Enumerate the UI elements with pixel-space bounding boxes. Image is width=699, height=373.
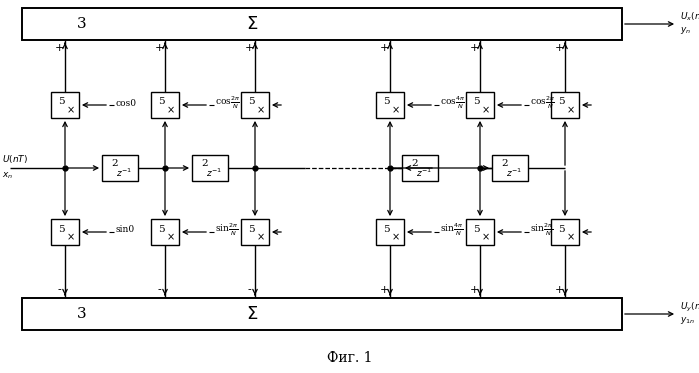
Text: sin$\frac{4\pi}{N}$: sin$\frac{4\pi}{N}$ [440, 222, 463, 238]
Text: $\times$: $\times$ [391, 105, 399, 115]
Text: +: + [380, 285, 389, 295]
Text: $\times$: $\times$ [256, 105, 264, 115]
Text: Фиг. 1: Фиг. 1 [326, 351, 373, 365]
Text: 5: 5 [158, 225, 164, 233]
Bar [241, 219, 269, 245]
Text: +: + [469, 43, 479, 53]
Text: cos0: cos0 [115, 98, 136, 107]
Bar [51, 219, 79, 245]
Text: $\times$: $\times$ [66, 232, 74, 242]
Text: $\times$: $\times$ [481, 105, 489, 115]
Text: 5: 5 [473, 97, 480, 107]
Text: $z^{-1}$: $z^{-1}$ [206, 167, 222, 179]
Text: sin0: sin0 [115, 226, 134, 235]
Text: $z^{-1}$: $z^{-1}$ [506, 167, 522, 179]
Text: 5: 5 [473, 225, 480, 233]
Text: $\times$: $\times$ [565, 105, 575, 115]
Bar [376, 219, 404, 245]
Bar [376, 92, 404, 118]
Text: $\times$: $\times$ [391, 232, 399, 242]
Bar [151, 92, 179, 118]
Text: $\times$: $\times$ [565, 232, 575, 242]
Text: $\times$: $\times$ [166, 232, 175, 242]
Text: 5: 5 [382, 225, 389, 233]
Bar [102, 155, 138, 181]
Text: 5: 5 [558, 225, 564, 233]
Bar [22, 8, 622, 40]
Text: 5: 5 [58, 225, 64, 233]
Bar [551, 92, 579, 118]
Text: 3: 3 [77, 307, 87, 321]
Text: sin$\frac{2\pi}{N}$: sin$\frac{2\pi}{N}$ [530, 222, 553, 238]
Text: -: - [247, 285, 251, 295]
Text: cos$\frac{2\pi}{N}$: cos$\frac{2\pi}{N}$ [215, 95, 240, 111]
Text: cos$\frac{2\pi}{N}$: cos$\frac{2\pi}{N}$ [530, 95, 555, 111]
Bar [151, 219, 179, 245]
Text: +: + [55, 43, 64, 53]
Text: $\times$: $\times$ [66, 105, 74, 115]
Text: 3: 3 [77, 17, 87, 31]
Text: $U_x(nT)$: $U_x(nT)$ [680, 11, 699, 23]
Bar [551, 219, 579, 245]
Text: $\Sigma$: $\Sigma$ [246, 305, 258, 323]
Text: $\times$: $\times$ [256, 232, 264, 242]
Text: $y_n$: $y_n$ [680, 25, 691, 37]
Text: -: - [57, 285, 61, 295]
Text: +: + [554, 43, 563, 53]
Text: $\times$: $\times$ [166, 105, 175, 115]
Text: -: - [157, 285, 161, 295]
Text: 2: 2 [202, 160, 208, 169]
Text: 5: 5 [247, 225, 254, 233]
Bar [192, 155, 228, 181]
Bar [466, 219, 494, 245]
Text: 5: 5 [58, 97, 64, 107]
Text: +: + [380, 43, 389, 53]
Text: $x_n$: $x_n$ [2, 171, 13, 181]
Text: $y_{1n}$: $y_{1n}$ [680, 316, 696, 326]
Text: cos$\frac{4\pi}{N}$: cos$\frac{4\pi}{N}$ [440, 95, 465, 111]
Text: $z^{-1}$: $z^{-1}$ [416, 167, 432, 179]
Text: $U_y(nT)$: $U_y(nT)$ [680, 300, 699, 314]
Text: $\Sigma$: $\Sigma$ [246, 15, 258, 33]
Text: +: + [245, 43, 254, 53]
Bar [241, 92, 269, 118]
Text: 5: 5 [382, 97, 389, 107]
Text: +: + [469, 285, 479, 295]
Text: 2: 2 [112, 160, 118, 169]
Text: $U(nT)$: $U(nT)$ [2, 153, 28, 165]
Text: +: + [154, 43, 164, 53]
Bar [22, 298, 622, 330]
Text: +: + [554, 285, 563, 295]
Bar [492, 155, 528, 181]
Bar [466, 92, 494, 118]
Text: $\times$: $\times$ [481, 232, 489, 242]
Bar [402, 155, 438, 181]
Text: sin$\frac{2\pi}{N}$: sin$\frac{2\pi}{N}$ [215, 222, 238, 238]
Bar [51, 92, 79, 118]
Text: 2: 2 [502, 160, 508, 169]
Text: 5: 5 [247, 97, 254, 107]
Text: 5: 5 [558, 97, 564, 107]
Text: 5: 5 [158, 97, 164, 107]
Text: $z^{-1}$: $z^{-1}$ [116, 167, 132, 179]
Text: 2: 2 [412, 160, 418, 169]
